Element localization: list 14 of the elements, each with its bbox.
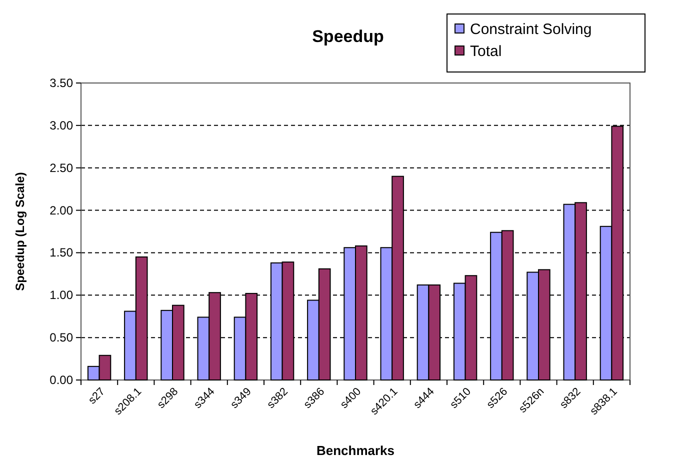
y-tick-label: 0.00 bbox=[50, 373, 74, 387]
y-tick-label: 2.50 bbox=[50, 160, 74, 175]
y-axis-title: Speedup (Log Scale) bbox=[13, 172, 27, 291]
x-tick-label: s27 bbox=[86, 386, 108, 407]
y-tick-label: 2.00 bbox=[50, 203, 74, 218]
y-tick-label: 0.50 bbox=[50, 330, 74, 345]
legend-label: Total bbox=[470, 43, 502, 60]
y-tick-label: 1.00 bbox=[50, 288, 74, 302]
y-tick-label: 1.50 bbox=[50, 246, 74, 260]
y-tick-label: 3.00 bbox=[50, 118, 74, 132]
chart-title: Speedup bbox=[312, 27, 384, 46]
x-axis-title: Benchmarks bbox=[316, 443, 395, 458]
legend-label: Constraint Solving bbox=[470, 21, 592, 38]
y-tick-label: 3.50 bbox=[50, 76, 74, 90]
